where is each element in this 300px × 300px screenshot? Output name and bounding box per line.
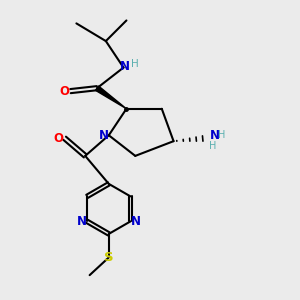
Text: S: S — [104, 251, 114, 264]
Text: N: N — [120, 60, 130, 73]
Polygon shape — [95, 86, 126, 109]
Text: H: H — [131, 59, 139, 69]
Text: N: N — [209, 129, 220, 142]
Text: O: O — [59, 85, 69, 98]
Text: N: N — [98, 129, 109, 142]
Text: O: O — [53, 132, 63, 145]
Text: N: N — [131, 215, 141, 228]
Text: H: H — [209, 141, 217, 151]
Text: N: N — [77, 215, 87, 228]
Text: H: H — [218, 130, 226, 140]
